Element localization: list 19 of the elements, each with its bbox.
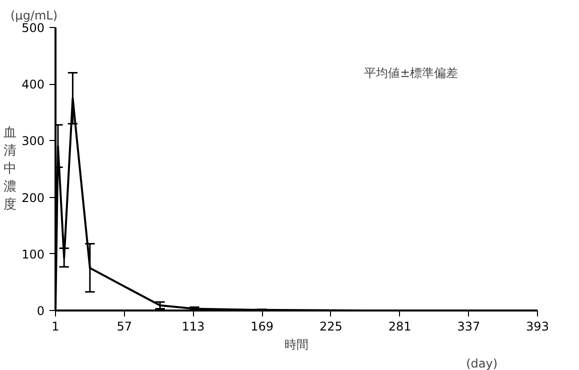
x-tick-label: 393 [526, 320, 549, 334]
y-tick-label: 500 [22, 21, 44, 35]
x-tick-label: 1 [52, 320, 60, 334]
annotation: 平均値±標準偏差 [364, 66, 458, 80]
y-axis-title: 血清中濃度 [4, 126, 17, 212]
x-axis-title: 時間 [284, 338, 308, 352]
y-tick-label: 300 [22, 134, 44, 148]
text: (μg/mL) [10, 8, 58, 22]
x-tick-label: 57 [116, 320, 132, 334]
text: (day) [466, 356, 498, 370]
x-tick-label: 337 [457, 320, 480, 334]
x-tick-label: 225 [319, 320, 342, 334]
y-tick-label: 200 [22, 190, 44, 205]
y-tick-label: 400 [22, 78, 44, 92]
y-tick-label: 0 [36, 304, 45, 318]
x-tick-label: 281 [388, 320, 412, 334]
x-tick-label: 169 [250, 320, 274, 334]
y-tick-label: 100 [22, 247, 44, 262]
x-tick-label: 113 [182, 320, 205, 334]
